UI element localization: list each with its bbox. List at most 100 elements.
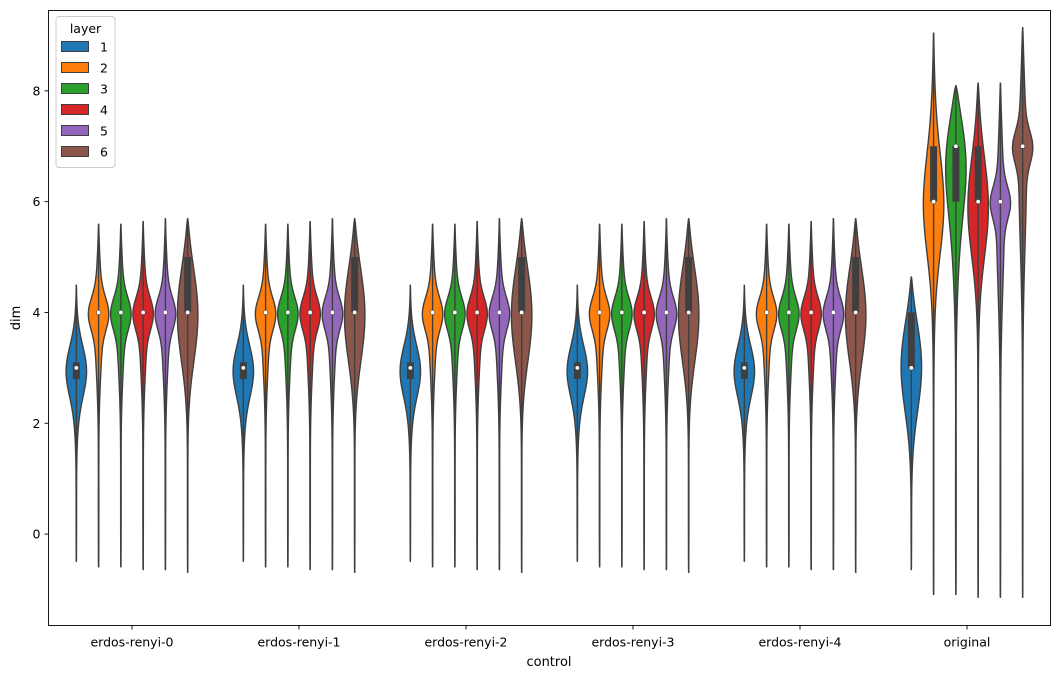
violin-original-layer-3 <box>944 85 967 596</box>
legend-entry-2: 2 <box>61 61 108 76</box>
violin-median <box>997 199 1003 205</box>
violin-median <box>975 199 981 205</box>
y-tick-label: 6 <box>33 194 41 209</box>
x-tick-label-erdos-renyi-2: erdos-renyi-2 <box>424 635 507 650</box>
violin-iqr-box <box>351 257 359 313</box>
legend-entries: 1 2 3 4 5 6 <box>61 40 108 160</box>
x-axis-label: control <box>526 655 571 670</box>
violin-median <box>329 309 335 315</box>
violin-iqr-box <box>72 362 80 379</box>
violin-erdos-renyi-4-layer-4 <box>800 221 823 571</box>
violin-iqr-box <box>406 362 414 379</box>
violin-erdos-renyi-0-layer-6 <box>176 218 199 573</box>
violin-erdos-renyi-3-layer-1 <box>566 284 589 562</box>
violin-erdos-renyi-4-layer-3 <box>777 223 800 568</box>
x-tick-label-erdos-renyi-3: erdos-renyi-3 <box>591 635 674 650</box>
x-tick-label-erdos-renyi-0: erdos-renyi-0 <box>90 635 173 650</box>
y-tick-label: 0 <box>33 527 41 542</box>
plot-frame <box>48 10 1051 626</box>
violin-erdos-renyi-2-layer-6 <box>510 218 533 573</box>
legend-entry-4: 4 <box>61 103 108 118</box>
violin-original-layer-5 <box>989 82 1012 598</box>
violin-erdos-renyi-0-layer-2 <box>87 223 110 568</box>
legend-swatch <box>61 62 89 73</box>
violin-median <box>307 309 313 315</box>
violin-erdos-renyi-0-layer-4 <box>132 221 155 571</box>
violin-erdos-renyi-3-layer-2 <box>588 223 611 568</box>
violin-erdos-renyi-0-layer-1 <box>65 284 88 562</box>
violin-iqr-box <box>184 257 192 313</box>
legend-label: 2 <box>100 61 108 76</box>
violin-iqr-box <box>239 362 247 379</box>
legend-label: 6 <box>100 145 108 160</box>
violin-median <box>430 309 436 315</box>
violin-erdos-renyi-4-layer-2 <box>755 223 778 568</box>
x-tick-label-erdos-renyi-1: erdos-renyi-1 <box>257 635 340 650</box>
violin-erdos-renyi-3-layer-3 <box>610 223 633 568</box>
violin-original-layer-2 <box>922 32 945 596</box>
x-axis: erdos-renyi-0 erdos-renyi-1 erdos-renyi-2 e… <box>90 625 991 650</box>
violin-erdos-renyi-2-layer-4 <box>466 221 489 571</box>
violin-erdos-renyi-2-layer-3 <box>443 223 466 568</box>
violin-median <box>118 309 124 315</box>
violin-median <box>686 309 692 315</box>
legend-swatch <box>61 83 89 94</box>
violin-median <box>240 365 246 371</box>
violin-median <box>162 309 168 315</box>
legend-entry-3: 3 <box>61 82 108 97</box>
violin-iqr-box <box>518 257 526 313</box>
violin-iqr-box <box>974 146 982 202</box>
legend-entry-5: 5 <box>61 124 108 139</box>
x-tick-label-original: original <box>944 635 991 650</box>
violin-iqr-box <box>685 257 693 313</box>
violin-median <box>663 309 669 315</box>
violin-median <box>407 365 413 371</box>
violin-median <box>73 365 79 371</box>
violin-median <box>285 309 291 315</box>
violin-iqr-box <box>930 146 938 202</box>
violin-median <box>474 309 480 315</box>
violin-iqr-box <box>740 362 748 379</box>
violin-median <box>764 309 770 315</box>
violin-median <box>263 309 269 315</box>
violin-median <box>786 309 792 315</box>
violin-original-layer-1 <box>900 276 923 571</box>
legend-entry-6: 6 <box>61 145 108 160</box>
violin-median <box>830 309 836 315</box>
violin-erdos-renyi-3-layer-4 <box>633 221 656 571</box>
y-tick-label: 8 <box>33 83 41 98</box>
violin-median <box>1020 143 1026 149</box>
legend-label: 1 <box>100 40 108 55</box>
violin-median <box>574 365 580 371</box>
violin-median <box>96 309 102 315</box>
violin-erdos-renyi-1-layer-4 <box>299 221 322 571</box>
violin-erdos-renyi-4-layer-6 <box>844 218 867 573</box>
violin-median <box>352 309 358 315</box>
legend: layer 1 2 3 4 5 6 <box>55 16 116 168</box>
violin-erdos-renyi-1-layer-5 <box>321 218 344 571</box>
violin-median <box>953 143 959 149</box>
violin-iqr-box <box>573 362 581 379</box>
violin-median <box>597 309 603 315</box>
violin-erdos-renyi-1-layer-3 <box>276 223 299 568</box>
violin-erdos-renyi-2-layer-1 <box>399 284 422 562</box>
x-tick-label-erdos-renyi-4: erdos-renyi-4 <box>758 635 841 650</box>
violin-median <box>140 309 146 315</box>
legend-label: 4 <box>100 103 108 118</box>
violin-layer <box>65 27 1034 598</box>
legend-swatch <box>61 125 89 136</box>
violin-iqr-box <box>907 312 915 368</box>
violin-median <box>452 309 458 315</box>
violin-erdos-renyi-0-layer-3 <box>109 223 132 568</box>
violin-median <box>741 365 747 371</box>
y-tick-label: 2 <box>33 416 41 431</box>
violin-median <box>641 309 647 315</box>
y-tick-label: 4 <box>33 305 41 320</box>
violin-erdos-renyi-3-layer-6 <box>677 218 700 573</box>
violin-median <box>908 365 914 371</box>
y-axis: 0 2 4 6 8 <box>33 83 49 542</box>
violin-erdos-renyi-1-layer-6 <box>343 218 366 573</box>
violin-original-layer-4 <box>967 82 990 598</box>
legend-title: layer <box>70 21 102 36</box>
